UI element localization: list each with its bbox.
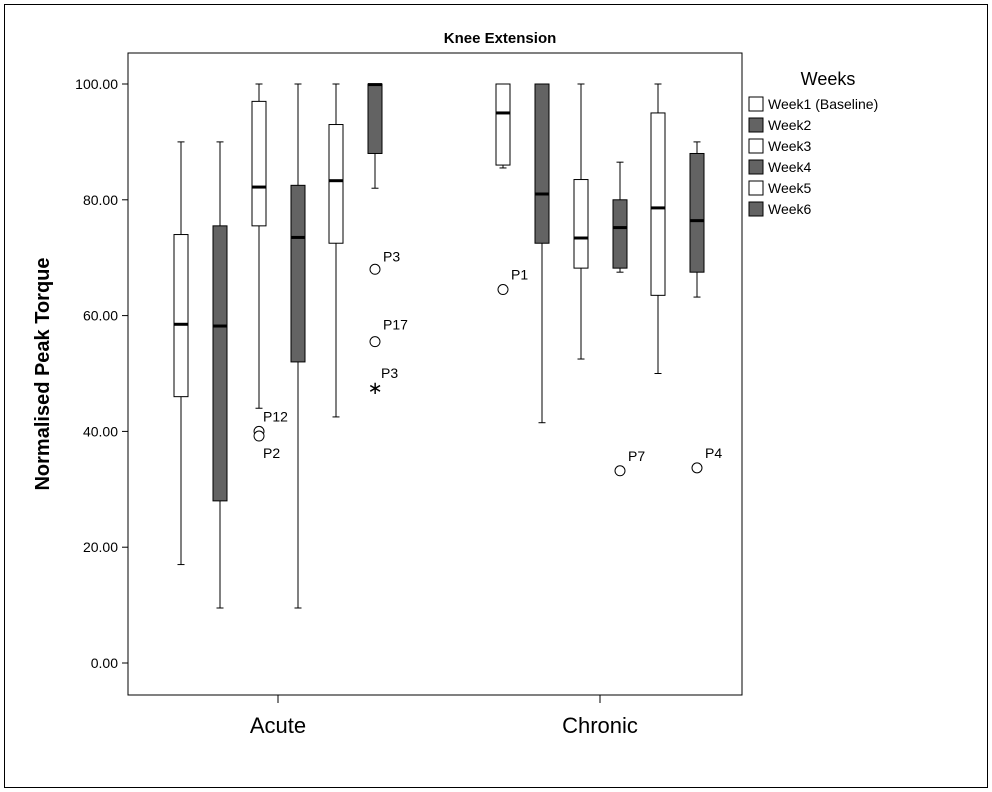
x-category-label: Acute [250,713,306,738]
box-iqr [367,83,383,154]
box-iqr [689,152,705,273]
outlier-label: P3 [383,248,400,264]
chart-title: Knee Extension [444,30,557,47]
box-iqr [173,234,189,398]
box-chronic-week4: P7 [612,161,645,477]
legend-swatch [748,96,764,112]
y-tick-label: 60.00 [83,308,118,324]
knee-extension-boxplot: Knee Extension 0.00 20.00 40.00 60.00 80.00 1… [32,30,878,738]
box-iqr [612,199,628,269]
box-iqr [212,225,228,502]
box-acute-week3: P12 P2 [251,83,288,461]
outlier-extreme-marker: ∗ [367,378,382,399]
outlier-label: P1 [511,267,528,283]
y-tick-label: 80.00 [83,192,118,208]
plot-area [127,52,743,696]
box-acute-week1-baseline [173,141,189,566]
box-acute-week5 [328,83,344,418]
legend-label: Week4 [768,159,812,175]
box-chronic-week6: P4 [689,141,722,474]
outlier-marker [253,430,265,442]
y-axis: 0.00 20.00 40.00 60.00 80.00 100.00 [75,76,128,671]
box-iqr [534,83,550,244]
outlier-label: P12 [263,408,288,424]
outlier-marker [614,465,626,477]
legend-title: Weeks [801,69,856,89]
outlier-marker [691,462,703,474]
legend-label: Week1 (Baseline) [768,96,878,112]
box-chronic-week2 [534,83,550,424]
chart-frame: Knee Extension 0.00 20.00 40.00 60.00 80.00 1… [4,4,988,788]
y-tick-label: 20.00 [83,539,118,555]
outlier-marker [497,284,509,296]
box-iqr [251,100,267,227]
outlier-label: P4 [705,445,722,461]
y-tick-label: 100.00 [75,76,118,92]
box-iqr [650,112,666,296]
box-chronic-week5 [650,83,666,374]
box-iqr [573,179,589,269]
outlier-label: P7 [628,448,645,464]
legend-swatch [748,180,764,196]
box-iqr [328,124,344,244]
box-chronic-week1-baseline: P1 [495,83,528,296]
box-iqr [290,184,306,363]
legend-swatch [748,117,764,133]
box-iqr [495,83,511,166]
box-chronic-week3 [573,83,589,360]
legend-label: Week3 [768,138,812,154]
legend-swatch [748,201,764,217]
x-category-label: Chronic [562,713,638,738]
box-acute-week2 [212,141,228,609]
y-axis-label: Normalised Peak Torque [32,257,54,490]
legend-label: Week2 [768,117,812,133]
y-tick-label: 0.00 [91,655,118,671]
legend-label: Week6 [768,201,812,217]
outlier-marker [369,263,381,275]
legend: Weeks Week1 (Baseline) Week2 Week3 Week4 Week… [748,69,878,217]
box-acute-week4 [290,83,306,609]
outlier-label: P17 [383,317,408,333]
outlier-label: P2 [263,445,280,461]
x-axis: Acute Chronic [250,695,638,738]
legend-swatch [748,138,764,154]
outlier-label: P3 [381,365,398,381]
legend-label: Week5 [768,180,812,196]
outlier-marker [369,336,381,348]
legend-swatch [748,159,764,175]
y-tick-label: 40.00 [83,423,118,439]
